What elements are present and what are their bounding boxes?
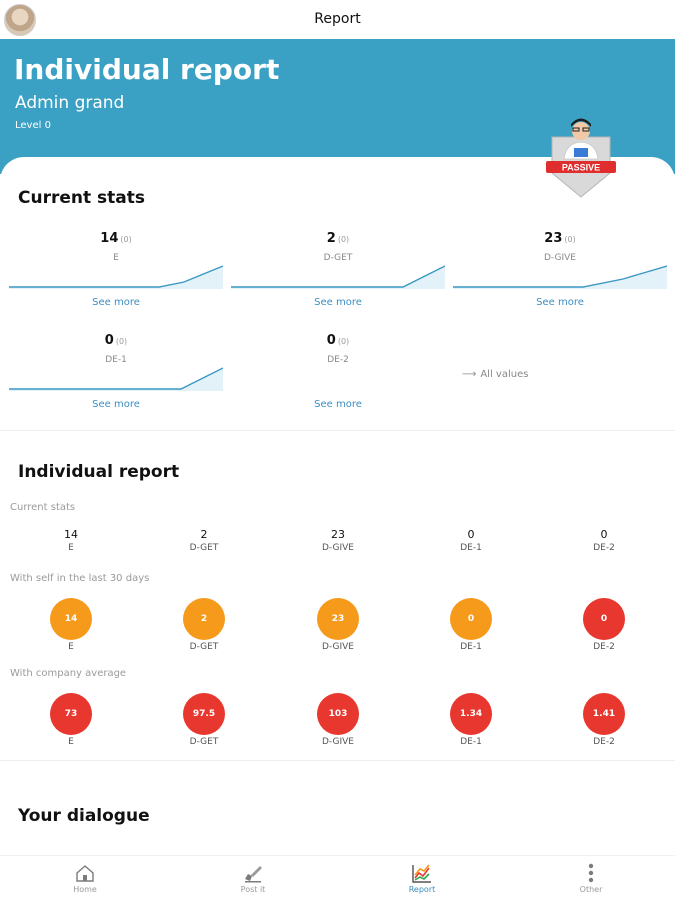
- current-de-2: 0 DE-2: [593, 528, 615, 553]
- see-more-link[interactable]: See more: [536, 297, 584, 308]
- nav-home[interactable]: Home: [45, 862, 125, 894]
- company-average-label: With company average: [10, 668, 127, 679]
- user-level: Level 0: [15, 120, 51, 131]
- page-title: Report: [314, 11, 361, 27]
- divider: [0, 430, 675, 431]
- hero-title: Individual report: [14, 53, 280, 86]
- sparkline: [231, 265, 445, 289]
- current-stats-label: Current stats: [10, 502, 76, 513]
- nav-report[interactable]: Report: [382, 862, 462, 894]
- individual-report-title: Individual report: [18, 462, 180, 482]
- self-de-2: 0 DE-2: [564, 598, 644, 652]
- stat-d-get: 2 (0) D-GET See more: [231, 231, 445, 323]
- home-icon: [76, 865, 94, 882]
- nav-other[interactable]: Other: [551, 862, 631, 894]
- stat-de-2: 0 (0) DE-2 See more: [231, 333, 445, 425]
- hero-banner: Individual report Admin grand Level 0: [0, 39, 675, 174]
- current-de-1: 0 DE-1: [460, 528, 482, 553]
- svg-text:PASSIVE: PASSIVE: [562, 163, 600, 173]
- your-dialogue-title: Your dialogue: [18, 806, 150, 826]
- self-e: 14 E: [31, 598, 111, 652]
- current-d-give: 23 D-GIVE: [322, 528, 354, 553]
- post-it-icon: [245, 866, 262, 883]
- see-more-link[interactable]: See more: [314, 297, 362, 308]
- current-stats-title: Current stats: [18, 188, 145, 208]
- arrow-right-icon: ⟶: [462, 369, 477, 380]
- sparkline: [9, 367, 223, 391]
- current-d-get: 2 D-GET: [189, 528, 219, 553]
- sparkline: [453, 265, 667, 289]
- user-name: Admin grand: [15, 93, 125, 113]
- self-d-get: 2 D-GET: [164, 598, 244, 652]
- self-30-days-label: With self in the last 30 days: [10, 573, 150, 584]
- avatar[interactable]: [4, 4, 36, 36]
- passive-badge-icon: PASSIVE: [546, 118, 616, 198]
- bottom-nav: Home Post it Report Other: [0, 855, 675, 900]
- company-d-give: 103 D-GIVE: [298, 693, 378, 747]
- company-de-2: 1.41 DE-2: [564, 693, 644, 747]
- company-d-get: 97.5 D-GET: [164, 693, 244, 747]
- nav-post-it[interactable]: Post it: [213, 862, 293, 894]
- see-more-link[interactable]: See more: [92, 399, 140, 410]
- more-icon: [588, 863, 594, 883]
- company-e: 73 E: [31, 693, 111, 747]
- divider: [0, 760, 675, 761]
- report-icon: [412, 864, 431, 883]
- stat-e: 14 (0) E See more: [9, 231, 223, 323]
- self-d-give: 23 D-GIVE: [298, 598, 378, 652]
- all-values-link[interactable]: ⟶ All values: [462, 369, 529, 380]
- see-more-link[interactable]: See more: [314, 399, 362, 410]
- self-de-1: 0 DE-1: [431, 598, 511, 652]
- stat-d-give: 23 (0) D-GIVE See more: [453, 231, 667, 323]
- stat-de-1: 0 (0) DE-1 See more: [9, 333, 223, 425]
- see-more-link[interactable]: See more: [92, 297, 140, 308]
- sparkline: [9, 265, 223, 289]
- current-e: 14 E: [64, 528, 78, 553]
- top-bar: Report: [0, 0, 675, 39]
- company-de-1: 1.34 DE-1: [431, 693, 511, 747]
